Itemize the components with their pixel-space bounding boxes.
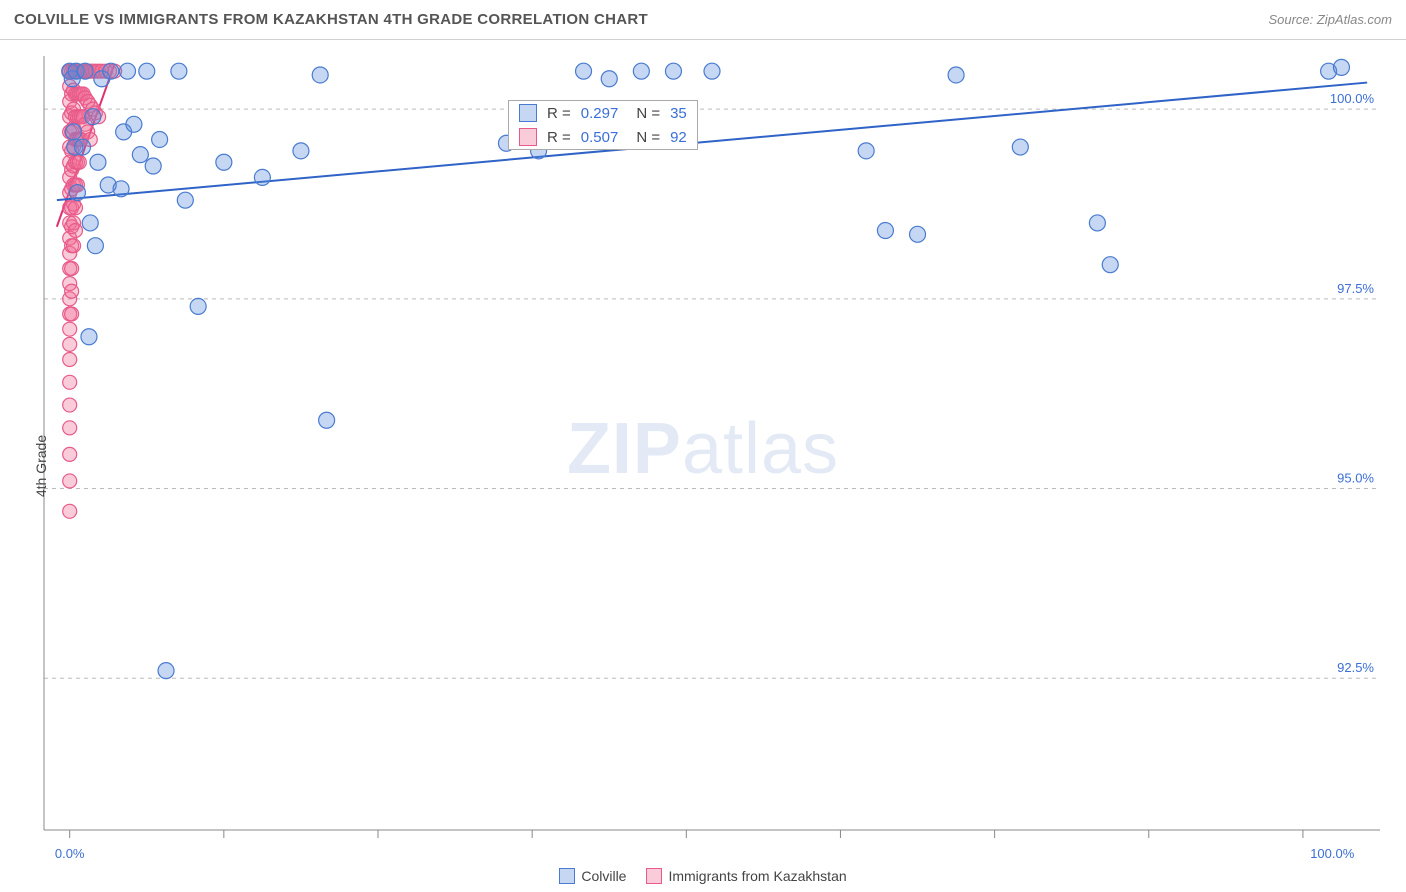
x-min-label: 0.0%	[55, 846, 85, 861]
legend-item: Immigrants from Kazakhstan	[646, 868, 846, 884]
n-value: 35	[670, 105, 687, 122]
legend-item: Colville	[559, 868, 626, 884]
data-point	[90, 154, 106, 170]
data-point	[113, 181, 129, 197]
series-swatch-icon	[519, 128, 537, 146]
data-point	[77, 63, 93, 79]
data-point	[63, 421, 77, 435]
stats-row: R = 0.297 N = 35	[509, 101, 697, 125]
y-tick-label: 100.0%	[1330, 91, 1375, 106]
data-point	[63, 353, 77, 367]
r-value: 0.297	[581, 105, 619, 122]
legend-swatch-icon	[559, 868, 575, 884]
data-point	[87, 238, 103, 254]
r-label: R =	[547, 105, 571, 122]
data-point	[63, 447, 77, 461]
data-point	[145, 158, 161, 174]
data-point	[177, 192, 193, 208]
data-point	[65, 261, 79, 275]
data-point	[75, 139, 91, 155]
data-point	[63, 398, 77, 412]
data-point	[120, 63, 136, 79]
chart-header: COLVILLE VS IMMIGRANTS FROM KAZAKHSTAN 4…	[0, 0, 1406, 40]
data-point	[66, 124, 82, 140]
r-label: R =	[547, 129, 571, 146]
data-point	[665, 63, 681, 79]
data-point	[63, 337, 77, 351]
y-axis-label: 4th Grade	[33, 435, 49, 497]
data-point	[312, 67, 328, 83]
data-point	[126, 116, 142, 132]
data-point	[81, 329, 97, 345]
data-point	[63, 322, 77, 336]
data-point	[1102, 257, 1118, 273]
data-point	[601, 71, 617, 87]
chart-source: Source: ZipAtlas.com	[1268, 12, 1392, 27]
data-point	[704, 63, 720, 79]
r-value: 0.507	[581, 129, 619, 146]
data-point	[82, 215, 98, 231]
stats-row: R = 0.507 N = 92	[509, 125, 697, 149]
data-point	[158, 663, 174, 679]
n-label: N =	[636, 105, 660, 122]
chart-area: 4th Grade ZIPatlas 92.5%95.0%97.5%100.0%…	[0, 40, 1406, 892]
data-point	[65, 307, 79, 321]
data-point	[152, 131, 168, 147]
data-point	[948, 67, 964, 83]
data-point	[171, 63, 187, 79]
y-tick-label: 97.5%	[1337, 281, 1374, 296]
data-point	[293, 143, 309, 159]
data-point	[190, 298, 206, 314]
data-point	[216, 154, 232, 170]
data-point	[254, 169, 270, 185]
y-tick-label: 92.5%	[1337, 660, 1374, 675]
data-point	[68, 201, 82, 215]
legend-label: Colville	[581, 868, 626, 884]
data-point	[68, 224, 82, 238]
scatter-chart: 92.5% 95.0% 97.5% 100.0% 0.0% 100.0%	[0, 40, 1406, 892]
data-point	[67, 239, 81, 253]
data-point	[877, 223, 893, 239]
chart-title: COLVILLE VS IMMIGRANTS FROM KAZAKHSTAN 4…	[14, 11, 648, 28]
data-point	[1333, 59, 1349, 75]
data-point	[103, 63, 119, 79]
data-point	[633, 63, 649, 79]
data-point	[63, 375, 77, 389]
legend: Colville Immigrants from Kazakhstan	[0, 868, 1406, 884]
data-point	[132, 147, 148, 163]
data-point	[858, 143, 874, 159]
y-tick-label: 95.0%	[1337, 471, 1374, 486]
data-point	[69, 185, 85, 201]
data-point	[85, 109, 101, 125]
n-value: 92	[670, 129, 687, 146]
data-point	[72, 155, 86, 169]
legend-label: Immigrants from Kazakhstan	[668, 868, 846, 884]
series-swatch-icon	[519, 104, 537, 122]
data-point	[1089, 215, 1105, 231]
data-point	[139, 63, 155, 79]
data-point	[63, 504, 77, 518]
x-max-label: 100.0%	[1310, 846, 1355, 861]
correlation-stats-box: R = 0.297 N = 35 R = 0.507 N = 92	[508, 100, 698, 150]
data-point	[1012, 139, 1028, 155]
data-point	[319, 412, 335, 428]
n-label: N =	[636, 129, 660, 146]
data-point	[63, 474, 77, 488]
data-point	[65, 284, 79, 298]
data-point	[910, 226, 926, 242]
trend-line	[57, 83, 1367, 201]
data-point	[576, 63, 592, 79]
legend-swatch-icon	[646, 868, 662, 884]
